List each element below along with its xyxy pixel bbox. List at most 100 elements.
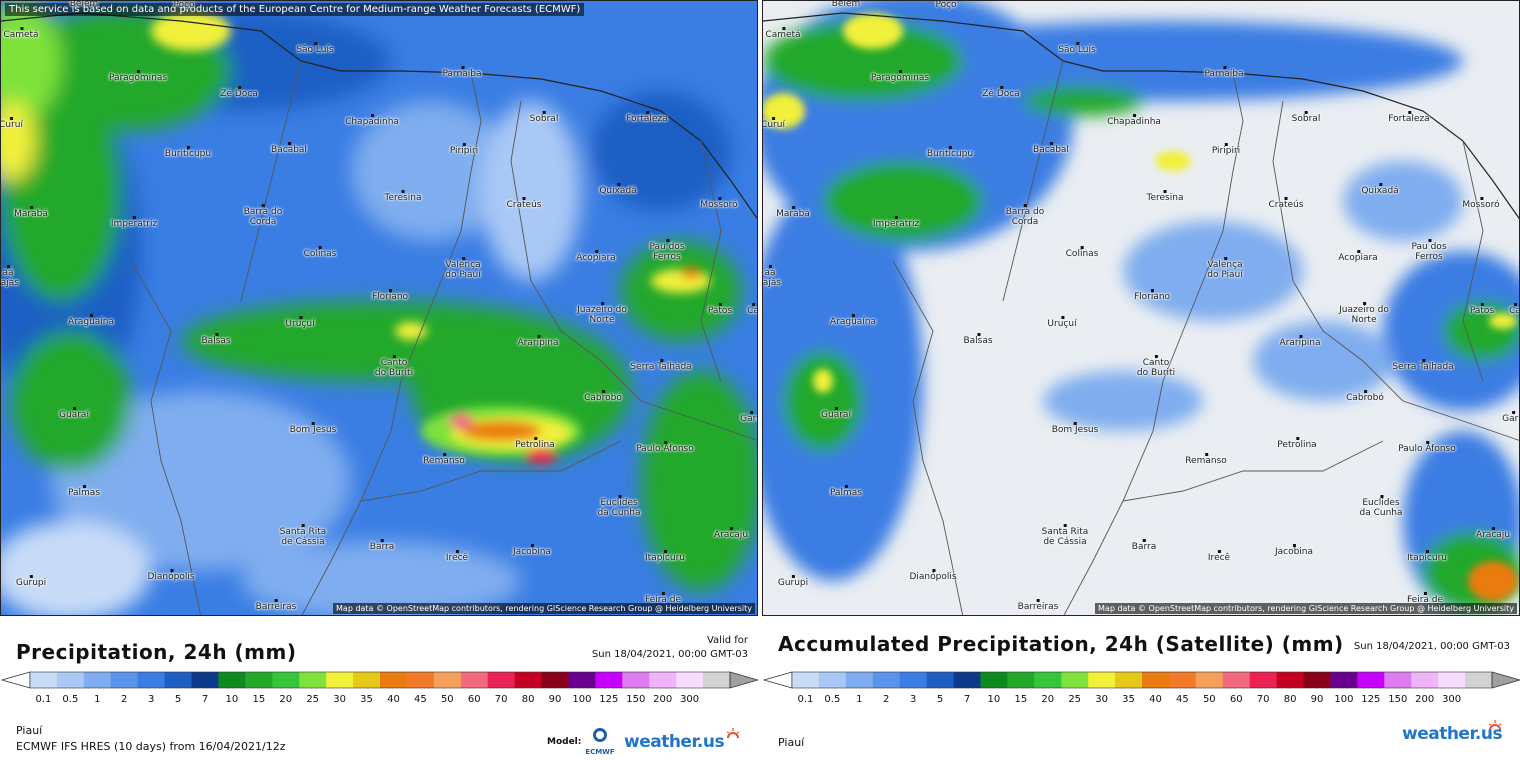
scale-tick-label: 3 [148, 694, 154, 705]
valid-label: Valid for [706, 635, 748, 646]
scale-tick-label: 5 [175, 694, 181, 705]
city-label: Cametá [3, 27, 39, 40]
scale-tick-label: 10 [988, 694, 1001, 705]
city-label: Bacabal [271, 142, 307, 155]
city-label: Ca [747, 303, 758, 316]
scale-tick-label: 80 [522, 694, 535, 705]
scale-swatch [595, 672, 623, 688]
scale-outline [791, 671, 1493, 689]
scale-tick-label: 35 [360, 694, 373, 705]
satellite-map[interactable]: Belém Poço Cametá São Luís Parnaíba Paragomin… [762, 0, 1520, 616]
city-label: Teresina [384, 190, 422, 203]
city-label: Valença do Piauí [1207, 257, 1243, 280]
weather-us-logo[interactable]: weather.us [1402, 724, 1503, 744]
city-label: Mossoró [700, 197, 738, 210]
city-label: Remanso [1185, 453, 1227, 466]
city-label: Paragominas [870, 70, 930, 83]
scale-swatch [1438, 672, 1466, 688]
scale-tick-label: 150 [626, 694, 645, 705]
city-label: Bacabal [1033, 142, 1069, 155]
scale-swatch [137, 672, 166, 688]
city-label: aárajás [1, 265, 19, 288]
city-label: Poço [173, 0, 195, 10]
forecast-legend-panel: Precipitation, 24h (mm) Valid for Sun 18… [0, 620, 758, 760]
scale-tick-label: 0.5 [62, 694, 78, 705]
scale-outline [29, 671, 731, 689]
city-label: Colinas [303, 246, 337, 259]
scale-tick-label: 1 [856, 694, 862, 705]
city-label: Valença do Piauí [445, 257, 481, 280]
city-label: Uruçuí [1047, 316, 1077, 329]
scale-left-arrow [0, 671, 31, 689]
city-label: Paulo Afonso [1398, 441, 1456, 454]
city-label: Cametá [765, 27, 801, 40]
city-label: Feira de [644, 592, 682, 605]
city-label: Patos [707, 303, 733, 316]
scale-swatch [676, 672, 704, 688]
scale-tick-label: 100 [1334, 694, 1353, 705]
city-label: Teresina [1146, 190, 1184, 203]
scale-swatch [514, 672, 543, 688]
city-label: Bom Jesus [1051, 422, 1099, 435]
scale-tick-label: 2 [121, 694, 127, 705]
scale-swatch [622, 672, 650, 688]
city-label: Araripina [517, 335, 559, 348]
city-label: Ca [1509, 303, 1520, 316]
scale-tick-label: 25 [1068, 694, 1081, 705]
scale-swatch [1411, 672, 1439, 688]
city-label: Jacobina [1274, 544, 1314, 557]
city-label: Zé Doca [982, 86, 1020, 99]
city-label: Cabrobó [1346, 390, 1384, 403]
city-label: Fortaleza [626, 111, 668, 124]
map-credit[interactable]: Map data © OpenStreetMap contributors, r… [1095, 603, 1517, 614]
city-label: Serra Talhada [630, 359, 692, 372]
city-label: Piripiri [1211, 143, 1241, 156]
scale-swatch [433, 672, 462, 688]
city-label: Remanso [423, 453, 465, 466]
city-label: Belém [69, 0, 99, 9]
city-label: Gurupi [777, 575, 809, 588]
scale-right-arrow [729, 671, 758, 689]
scale-tick-label: 1 [94, 694, 100, 705]
scale-swatch [1115, 672, 1143, 688]
city-label: Aracaju [1475, 527, 1511, 540]
scale-tick-label: 30 [1095, 694, 1108, 705]
scale-swatch [818, 672, 847, 688]
valid-datetime: Sun 18/04/2021, 00:00 GMT-03 [1353, 641, 1510, 652]
scale-tick-label: 30 [333, 694, 346, 705]
scale-left-arrow [762, 671, 793, 689]
scale-tick-label: 0.5 [824, 694, 840, 705]
scale-swatch [353, 672, 381, 688]
city-label: Santa Rita de Cássia [1041, 524, 1089, 547]
city-label: Araripina [1279, 335, 1321, 348]
scale-swatch [872, 672, 901, 688]
scale-swatch [568, 672, 596, 688]
city-label: Bom Jesus [289, 422, 337, 435]
city-label: Canto do Buriti [374, 355, 414, 378]
scale-swatch [953, 672, 981, 688]
scale-swatch [1249, 672, 1278, 688]
forecast-map[interactable]: This service is based on data and produc… [0, 0, 758, 616]
scale-tick-label: 25 [306, 694, 319, 705]
color-scale: 0.1 0.5 1 2 3 5 7 10 15 20 25 30 35 40 45 50 60 70 80 90 100… [0, 671, 758, 705]
scale-swatch [1195, 672, 1224, 688]
city-label: Dianópolis [147, 569, 195, 582]
city-label: Imperatriz [110, 216, 158, 229]
scale-swatch [1384, 672, 1412, 688]
city-label: Barra do Corda [1005, 204, 1045, 227]
weather-us-logo[interactable]: weather.us [624, 732, 725, 752]
scale-swatch [406, 672, 435, 688]
scale-swatch [899, 672, 928, 688]
sun-icon [1488, 720, 1502, 731]
scale-tick-label: 45 [414, 694, 427, 705]
region-label: Piauí [16, 724, 43, 737]
city-label: Quixadá [1361, 183, 1399, 196]
city-label: Petrolina [1277, 437, 1317, 450]
map-credit[interactable]: Map data © OpenStreetMap contributors, r… [333, 603, 755, 614]
city-label: São Luís [1058, 42, 1096, 55]
scale-tick-label: 150 [1388, 694, 1407, 705]
scale-swatch [299, 672, 327, 688]
city-label: Zé Doca [220, 86, 258, 99]
scale-swatch [1303, 672, 1331, 688]
city-label: Parnaíba [442, 66, 482, 79]
